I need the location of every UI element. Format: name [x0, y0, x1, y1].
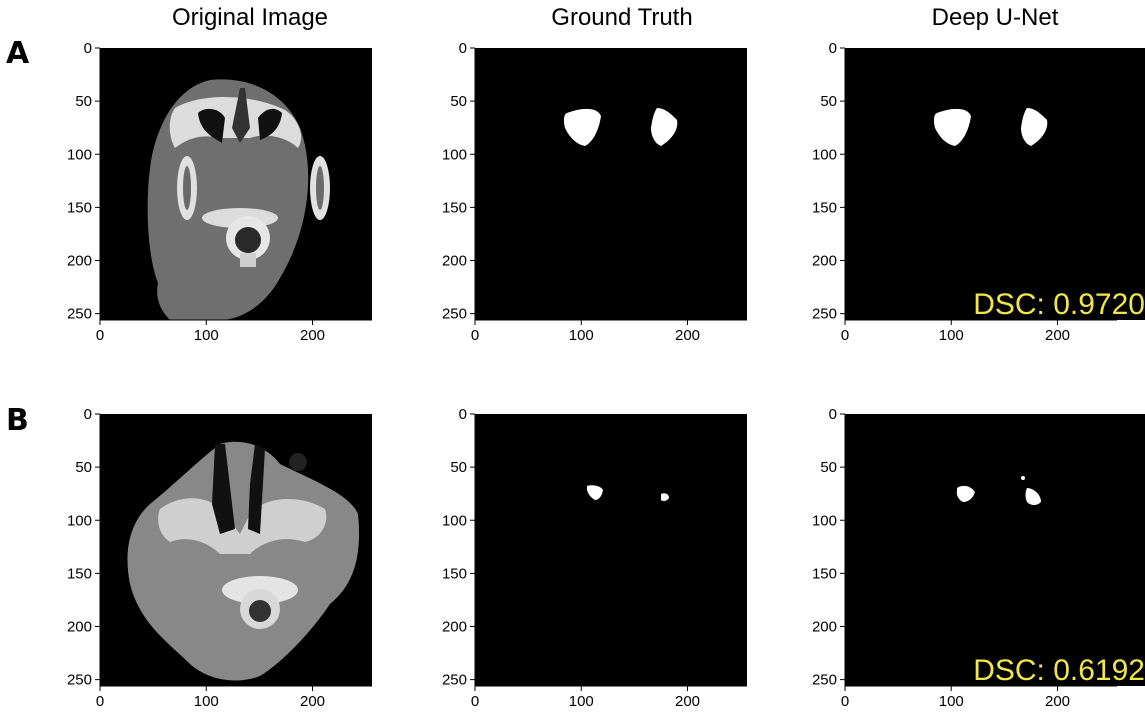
x-tick-label-b-deep-unet-100: 100 — [939, 693, 964, 710]
y-tick-label-b-ground-truth-100: 100 — [442, 512, 467, 529]
y-tick-label-a-deep-unet-200: 200 — [812, 253, 837, 270]
y-tick-label-a-ground-truth-150: 150 — [442, 199, 467, 216]
x-tick-label-b-deep-unet-200: 200 — [1045, 693, 1070, 710]
y-tick-label-b-original-0: 0 — [84, 406, 92, 423]
y-tick-label-a-deep-unet-250: 250 — [812, 306, 837, 323]
ct-slice-a — [100, 48, 372, 320]
y-tick-label-b-deep-unet-200: 200 — [812, 619, 837, 636]
y-tick-label-a-deep-unet-150: 150 — [812, 199, 837, 216]
mask-a-deep-unet: DSC: 0.9720 — [845, 48, 1145, 321]
y-tick-label-b-ground-truth-0: 0 — [459, 406, 467, 423]
ct-image-b — [100, 414, 372, 686]
dsc-score-a: DSC: 0.9720 — [973, 288, 1145, 321]
column-title-deep-unet: Deep U-Net — [931, 4, 1059, 31]
x-tick-label-b-original-0: 0 — [96, 693, 104, 710]
x-tick-label-a-deep-unet-0: 0 — [841, 327, 849, 344]
y-tick-label-b-original-200: 200 — [67, 619, 92, 636]
y-tick-label-a-ground-truth-100: 100 — [442, 146, 467, 163]
x-tick-label-b-original-100: 100 — [194, 693, 219, 710]
y-tick-label-a-deep-unet-100: 100 — [812, 146, 837, 163]
y-tick-label-a-deep-unet-50: 50 — [820, 93, 837, 110]
ct-image-a — [100, 48, 372, 320]
panel-b-original — [100, 414, 372, 686]
x-tick-label-a-ground-truth-0: 0 — [471, 327, 479, 344]
y-tick-label-b-original-50: 50 — [75, 459, 92, 476]
y-tick-label-b-ground-truth-200: 200 — [442, 619, 467, 636]
row-label-b: B — [6, 403, 29, 438]
y-tick-label-a-ground-truth-200: 200 — [442, 253, 467, 270]
mask-b-ground-truth — [475, 414, 747, 686]
column-title-ground-truth: Ground Truth — [551, 4, 693, 31]
y-tick-label-b-original-100: 100 — [67, 512, 92, 529]
y-tick-label-a-ground-truth-250: 250 — [442, 306, 467, 323]
y-tick-label-a-original-200: 200 — [67, 253, 92, 270]
x-tick-label-b-deep-unet-0: 0 — [841, 693, 849, 710]
x-tick-label-b-ground-truth-100: 100 — [569, 693, 594, 710]
x-tick-label-a-ground-truth-200: 200 — [675, 327, 700, 344]
x-tick-label-b-ground-truth-0: 0 — [471, 693, 479, 710]
y-tick-label-b-deep-unet-150: 150 — [812, 565, 837, 582]
column-title-original: Original Image — [171, 4, 329, 31]
y-tick-label-b-deep-unet-250: 250 — [812, 672, 837, 689]
y-tick-label-a-original-250: 250 — [67, 306, 92, 323]
panel-a-original — [100, 48, 372, 320]
x-tick-label-a-original-0: 0 — [96, 327, 104, 344]
x-tick-label-a-deep-unet-200: 200 — [1045, 327, 1070, 344]
y-tick-label-a-ground-truth-50: 50 — [450, 93, 467, 110]
x-tick-label-a-ground-truth-100: 100 — [569, 327, 594, 344]
panel-b-ground-truth — [475, 414, 747, 686]
y-tick-label-b-ground-truth-50: 50 — [450, 459, 467, 476]
y-tick-label-b-deep-unet-50: 50 — [820, 459, 837, 476]
y-tick-label-b-original-150: 150 — [67, 565, 92, 582]
y-tick-label-a-original-100: 100 — [67, 146, 92, 163]
y-tick-label-a-original-50: 50 — [75, 93, 92, 110]
y-tick-label-b-ground-truth-150: 150 — [442, 565, 467, 582]
row-label-a: A — [6, 36, 30, 71]
dsc-score-b: DSC: 0.6192 — [973, 654, 1145, 687]
panel-a-ground-truth — [475, 48, 747, 320]
y-tick-label-b-original-250: 250 — [67, 672, 92, 689]
x-tick-label-b-ground-truth-200: 200 — [675, 693, 700, 710]
y-tick-label-a-original-150: 150 — [67, 199, 92, 216]
mask-b-deep-unet: DSC: 0.6192 — [845, 414, 1145, 687]
x-tick-label-a-original-200: 200 — [300, 327, 325, 344]
y-tick-label-a-ground-truth-0: 0 — [459, 40, 467, 57]
y-tick-label-b-ground-truth-250: 250 — [442, 672, 467, 689]
mask-a-ground-truth — [475, 48, 747, 320]
y-tick-label-a-original-0: 0 — [84, 40, 92, 57]
panel-a-deep-unet: DSC: 0.9720 — [845, 48, 1145, 321]
x-tick-label-a-deep-unet-100: 100 — [939, 327, 964, 344]
y-tick-label-a-deep-unet-0: 0 — [829, 40, 837, 57]
y-tick-label-b-deep-unet-0: 0 — [829, 406, 837, 423]
y-tick-label-b-deep-unet-100: 100 — [812, 512, 837, 529]
panel-b-deep-unet: DSC: 0.6192 — [845, 414, 1145, 687]
x-tick-label-b-original-200: 200 — [300, 693, 325, 710]
x-tick-label-a-original-100: 100 — [194, 327, 219, 344]
